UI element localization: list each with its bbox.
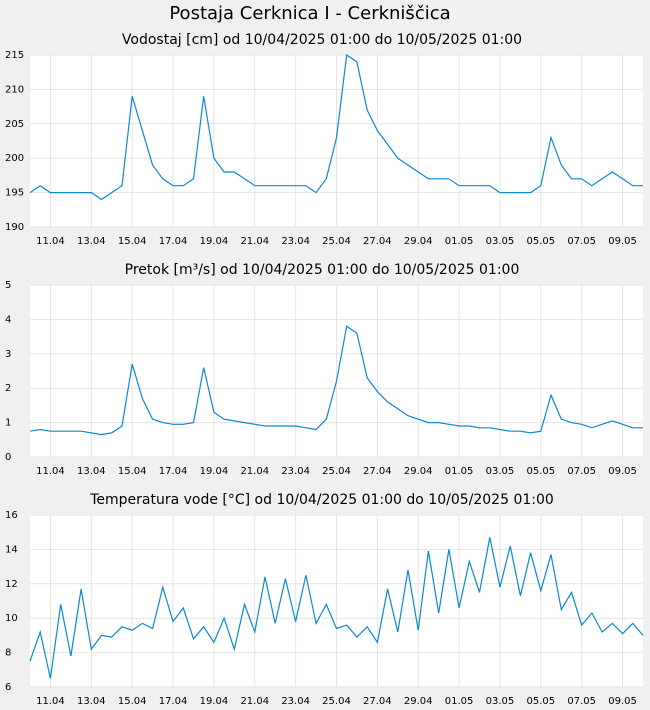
- x-tick-label: 17.04: [159, 236, 188, 247]
- y-tick-label: 14: [5, 544, 18, 555]
- y-tick-label: 12: [5, 579, 18, 590]
- y-tick-label: 2: [5, 383, 11, 394]
- x-tick-label: 19.04: [200, 696, 229, 707]
- chart-subtitle: Pretok [m³/s] od 10/04/2025 01:00 do 10/…: [125, 262, 520, 278]
- x-tick-label: 01.05: [445, 236, 474, 247]
- x-tick-label: 21.04: [240, 466, 269, 477]
- x-tick-label: 13.04: [77, 696, 106, 707]
- chart-subtitle: Vodostaj [cm] od 10/04/2025 01:00 do 10/…: [122, 32, 522, 48]
- x-tick-label: 01.05: [445, 466, 474, 477]
- x-tick-label: 23.04: [281, 696, 310, 707]
- x-tick-label: 03.05: [486, 236, 515, 247]
- x-tick-label: 19.04: [200, 236, 229, 247]
- y-tick-label: 3: [5, 349, 11, 360]
- y-tick-label: 16: [5, 510, 18, 521]
- data-line: [29, 53, 643, 201]
- y-tick-label: 205: [5, 119, 24, 130]
- x-tick-label: 29.04: [404, 696, 433, 707]
- x-tick-label: 03.05: [486, 696, 515, 707]
- x-tick-label: 17.04: [159, 696, 188, 707]
- x-tick-label: 11.04: [36, 466, 65, 477]
- x-tick-label: 11.04: [36, 696, 65, 707]
- x-tick-label: 19.04: [200, 466, 229, 477]
- x-tick-label: 05.05: [527, 466, 556, 477]
- x-tick-label: 09.05: [608, 236, 637, 247]
- x-tick-label: 29.04: [404, 236, 433, 247]
- x-tick-label: 27.04: [363, 236, 392, 247]
- x-tick-label: 07.05: [567, 466, 596, 477]
- x-tick-label: 21.04: [240, 696, 269, 707]
- y-tick-label: 5: [5, 280, 11, 291]
- x-tick-label: 29.04: [404, 466, 433, 477]
- x-tick-label: 07.05: [567, 236, 596, 247]
- y-tick-label: 0: [5, 452, 11, 463]
- x-tick-label: 15.04: [118, 236, 147, 247]
- page-title: Postaja Cerknica I - Cerkniščica: [169, 3, 450, 24]
- x-tick-label: 13.04: [77, 466, 106, 477]
- y-tick-label: 195: [5, 188, 24, 199]
- data-line: [29, 325, 643, 436]
- x-tick-label: 07.05: [567, 696, 596, 707]
- x-tick-label: 05.05: [527, 696, 556, 707]
- y-tick-label: 200: [5, 153, 24, 164]
- x-tick-label: 09.05: [608, 696, 637, 707]
- x-tick-label: 23.04: [281, 466, 310, 477]
- x-tick-label: 15.04: [118, 696, 147, 707]
- y-tick-label: 6: [5, 682, 11, 693]
- x-tick-label: 25.04: [322, 466, 351, 477]
- x-tick-label: 27.04: [363, 466, 392, 477]
- y-tick-label: 10: [5, 613, 18, 624]
- x-tick-label: 15.04: [118, 466, 147, 477]
- y-tick-label: 4: [5, 314, 11, 325]
- x-tick-label: 25.04: [322, 236, 351, 247]
- x-tick-label: 17.04: [159, 466, 188, 477]
- x-tick-label: 27.04: [363, 696, 392, 707]
- data-line: [29, 537, 644, 679]
- x-tick-label: 25.04: [322, 696, 351, 707]
- x-tick-label: 23.04: [281, 236, 310, 247]
- y-tick-label: 215: [5, 50, 24, 61]
- x-tick-label: 09.05: [608, 466, 637, 477]
- chart-subtitle: Temperatura vode [°C] od 10/04/2025 01:0…: [89, 492, 554, 508]
- x-tick-label: 11.04: [36, 236, 65, 247]
- x-tick-label: 21.04: [240, 236, 269, 247]
- x-tick-label: 13.04: [77, 236, 106, 247]
- y-tick-label: 8: [5, 648, 11, 659]
- y-tick-label: 1: [5, 418, 11, 429]
- y-tick-label: 210: [5, 84, 24, 95]
- x-tick-label: 05.05: [527, 236, 556, 247]
- x-tick-label: 01.05: [445, 696, 474, 707]
- y-tick-label: 190: [5, 222, 24, 233]
- x-tick-label: 03.05: [486, 466, 515, 477]
